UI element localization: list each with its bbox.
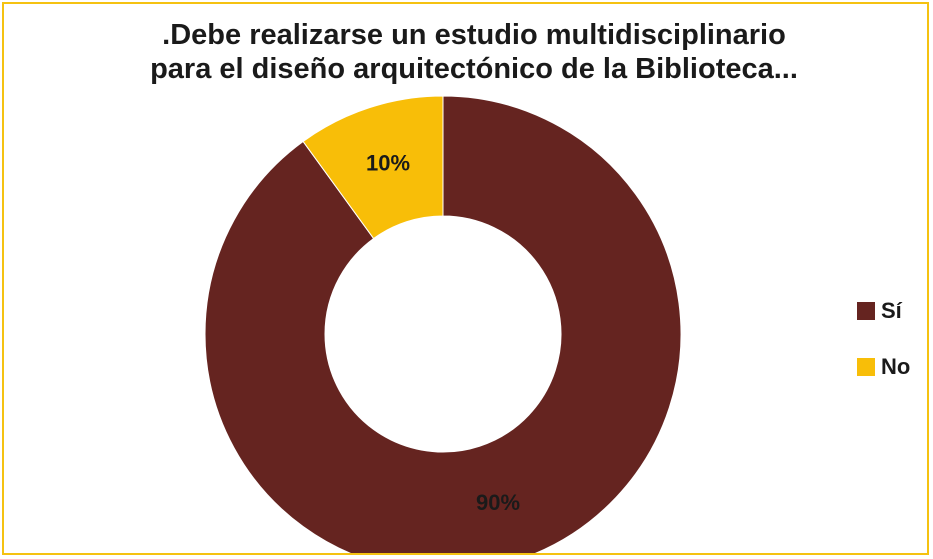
- chart-title-line-2: para el diseño arquitectónico de la Bibl…: [150, 53, 798, 85]
- legend-item-si: Sí: [857, 294, 910, 328]
- chart-title-line-1: .Debe realizarse un estudio multidiscipl…: [162, 19, 786, 51]
- legend-label-no: No: [881, 354, 911, 379]
- chart-title: .Debe realizarse un estudio multidiscipl…: [44, 18, 904, 86]
- legend-item-no: No: [857, 350, 910, 384]
- data-label-no: 10%: [366, 151, 410, 176]
- legend-label-si: Sí: [881, 298, 902, 323]
- donut-slice-no: [302, 95, 444, 240]
- donut-slice-si: [204, 95, 682, 553]
- legend: Sí No: [857, 294, 910, 406]
- legend-swatch-si: [857, 302, 875, 320]
- donut-chart: 90% 10%: [204, 95, 682, 553]
- legend-swatch-no: [857, 358, 875, 376]
- data-label-si: 90%: [476, 490, 520, 515]
